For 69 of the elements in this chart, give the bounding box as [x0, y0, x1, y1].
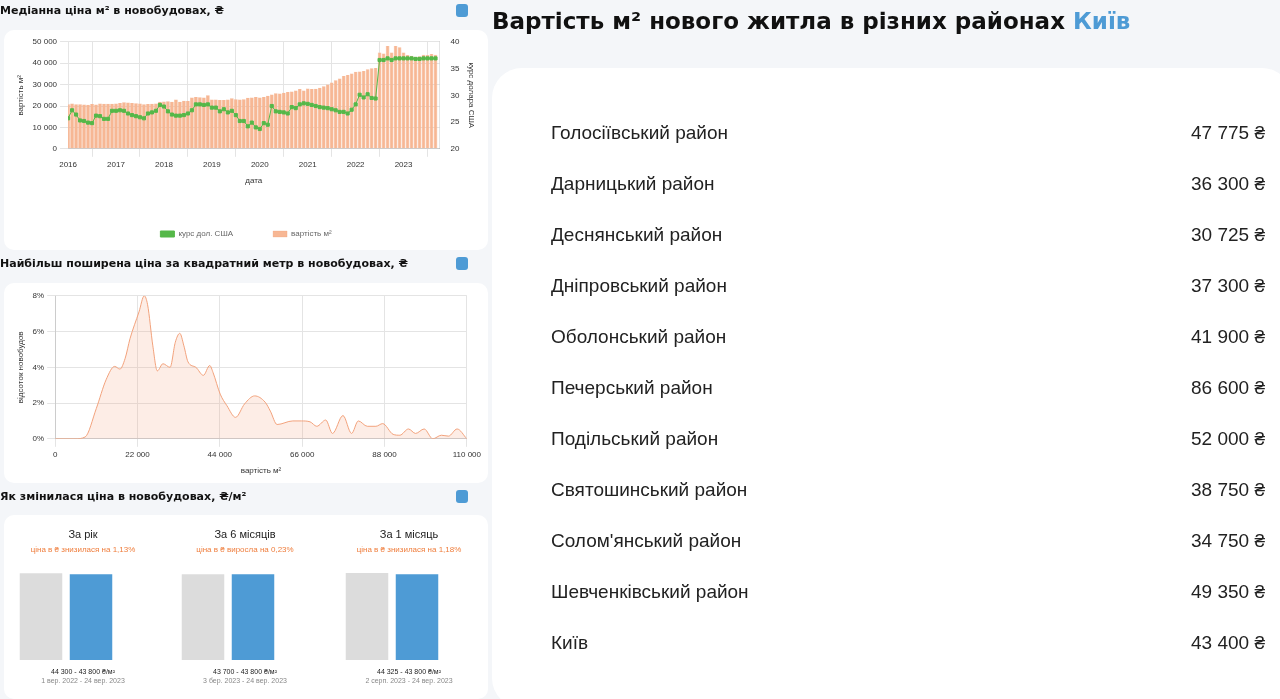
x-tick-label: 2021 — [298, 159, 318, 169]
y-tick-label: 30 000 — [32, 79, 58, 89]
category-label: Голосіївський район — [551, 122, 728, 144]
x-tick-label: 2016 — [59, 159, 78, 169]
text: 43 400 ₴ — [1191, 632, 1265, 653]
chart-subtitle: ціна в ₴ виросла на 0,23% — [195, 545, 295, 554]
y2-tick-label: 35 — [450, 63, 460, 73]
y2-tick-label: 40 — [450, 37, 460, 46]
chart-title: Медіанна ціна м² в новобудовах, ₴ — [0, 4, 225, 17]
legend-label: вартість м² — [291, 229, 332, 239]
category-label: Дніпровський район — [551, 275, 727, 297]
y-tick-label: 0 — [52, 144, 58, 153]
chart-subtitle: ціна в ₴ знизилася на 1,13% — [29, 545, 137, 554]
category-label: Оболонський район — [551, 326, 727, 348]
x-tick-label: 2017 — [107, 159, 126, 169]
y-tick-label: 2% — [32, 398, 45, 408]
x-tick-label: 2019 — [202, 159, 222, 169]
x-axis-title: вартість м² — [240, 466, 282, 476]
y-tick-label: 20 000 — [32, 101, 58, 111]
text: 38 750 ₴ — [1191, 479, 1265, 500]
y-axis-title: вартість м² — [16, 74, 25, 116]
category-label: Подільський район — [551, 428, 719, 450]
category-label: Дарницький район — [551, 173, 715, 195]
category-label: Київ — [551, 632, 589, 654]
y-tick-label: 0% — [32, 434, 45, 443]
text: 47 775 ₴ — [1191, 122, 1265, 143]
chart-title: За 6 місяців — [213, 528, 277, 540]
text: Як змінилася ціна в новобудовах, ₴/м² — [0, 490, 247, 503]
text: 34 750 ₴ — [1191, 530, 1265, 551]
x-tick-label: 22 000 — [125, 449, 151, 459]
y2-tick-label: 25 — [450, 117, 460, 127]
chart-title: За рік — [67, 528, 99, 540]
legend-label: курс дол. США — [178, 229, 234, 239]
y2-tick-label: 20 — [450, 144, 460, 153]
y-tick-label: 10 000 — [32, 122, 58, 132]
chart-title: Найбільш поширена ціна за квадратний метр в новобудовах, ₴ — [0, 257, 408, 270]
text: 36 300 ₴ — [1191, 173, 1265, 194]
category-label: Шевченківський район — [551, 581, 749, 603]
y-tick-label: 50 000 — [32, 37, 58, 46]
text: 30 725 ₴ — [1191, 224, 1265, 245]
y-axis-title: відсоток новобудов — [16, 331, 25, 404]
x-tick-label: 44 000 — [207, 449, 233, 459]
text: 37 300 ₴ — [1191, 275, 1265, 296]
text: 52 000 ₴ — [1191, 428, 1265, 449]
text: 86 600 ₴ — [1191, 377, 1265, 398]
x-tick-label: 2023 — [394, 159, 414, 169]
text: 41 900 ₴ — [1191, 326, 1265, 347]
y2-axis-title: курс долара США — [467, 62, 476, 129]
category-label: Солом'янський район — [551, 530, 742, 552]
category-label: Печерський район — [551, 377, 713, 399]
x-tick-label: 2018 — [155, 159, 174, 169]
category-label: Святошинський район — [551, 479, 748, 501]
chart-title: За 1 місяць — [378, 528, 440, 540]
chart-subtitle: ціна в ₴ знизилася на 1,18% — [355, 545, 463, 554]
text: Київ — [1073, 8, 1131, 34]
x-tick-label: 88 000 — [372, 449, 398, 459]
x-tick-label: 2020 — [250, 159, 270, 169]
x-tick-label: 110 000 — [452, 449, 482, 459]
y2-tick-label: 30 — [450, 90, 460, 100]
y-tick-label: 40 000 — [32, 58, 58, 68]
y-tick-label: 4% — [32, 362, 45, 372]
x-axis-title: дата — [245, 176, 263, 186]
category-label: Деснянський район — [551, 224, 723, 246]
x-tick-label: 2022 — [346, 159, 366, 169]
text: Вартість м² нового житла в різних районах — [492, 8, 1065, 34]
y-tick-label: 8% — [32, 291, 45, 300]
y-tick-label: 6% — [32, 326, 45, 336]
text: 49 350 ₴ — [1191, 581, 1265, 602]
x-tick-label: 66 000 — [289, 449, 315, 459]
